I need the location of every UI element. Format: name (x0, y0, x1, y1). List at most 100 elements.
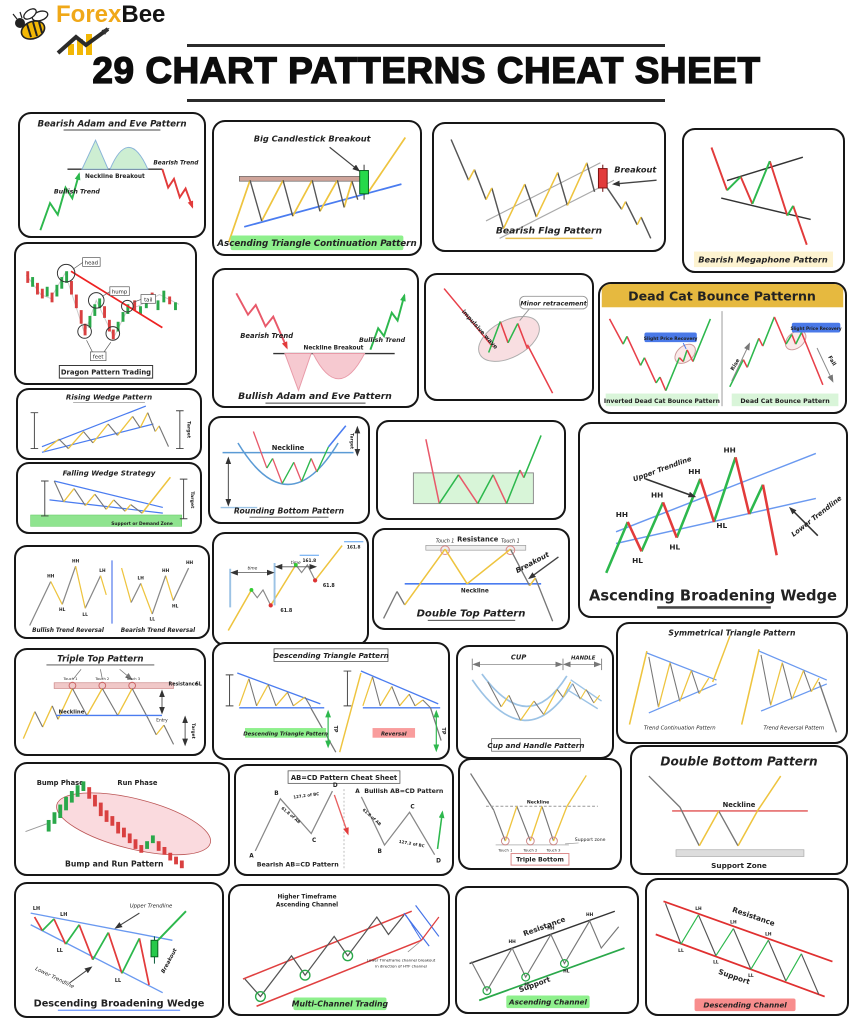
feet-label: feet (93, 355, 104, 361)
hl-label: HL (669, 542, 680, 551)
hl-label: HL (172, 603, 179, 609)
touch2-label: Touch 2 (522, 849, 537, 853)
target-label: Target (189, 491, 195, 509)
bullish-reversal-title: Bullish Trend Reversal (32, 628, 105, 634)
bearish-reversal-title: Bearish Trend Reversal (121, 628, 196, 634)
hh-label: HH (186, 560, 194, 566)
panel-ascending-triangle: Big Candlestick Breakout Ascending Trian… (212, 120, 422, 256)
panel-bullish-adam-eve: Bearish Trend Neckline Breakout Bullish … (212, 268, 419, 408)
bullish-trend-label: Bullish Trend (359, 337, 406, 344)
panel-dead-cat-bounce: Dead Cat Bounce Patternn Slight Price Re… (598, 282, 847, 414)
point-c-label: C (410, 804, 414, 810)
panel-title: Ascending Triangle Continuation Pattern (216, 239, 416, 249)
lower-trendline-label: Lower Trendline (34, 966, 75, 990)
fib-1618-label: 161.8 (302, 558, 316, 564)
logo-text-block: ForexBee (56, 3, 166, 61)
panel-bearish-megaphone: Bearish Megaphone Pattern (682, 128, 845, 273)
double-bottom-diagram: Double Bottom Pattern Neckline Support Z… (648, 754, 818, 870)
forexbee-logo: ForexBee (10, 3, 166, 61)
touch3-label: Touch 3 (125, 677, 141, 681)
title-rule-bottom (187, 99, 665, 102)
tp-label: TP (332, 726, 338, 733)
ltf-note-line2: in direction of HTF channel (375, 963, 427, 968)
time-label: time (291, 560, 301, 566)
panel-title: Bullish Adam and Eve Pattern (238, 391, 392, 402)
ll-label: LL (748, 973, 754, 979)
bearish-adam-eve-diagram: Bearish Adam and Eve Pattern Bullish Tre… (37, 120, 199, 231)
hl-label: HL (524, 982, 531, 988)
hl-label: HL (632, 556, 643, 565)
double-top-diagram: Touch 1 Touch 1 Resistance Neckline Brea… (382, 536, 559, 622)
ll-label: LL (713, 960, 719, 966)
hh-label: HH (586, 912, 594, 918)
touch1-label: Touch 1 (497, 849, 512, 853)
ascending-broadening-wedge-diagram: HH HH HH HH HL HL HL Upper Trendline Low… (589, 445, 844, 609)
point-b-label: B (377, 849, 381, 855)
hh-label: HH (162, 568, 170, 574)
handle-label: HANDLE (571, 656, 596, 662)
neckline-label: Neckline (461, 588, 489, 594)
continuation-label: Descending Triangle Pattern (243, 731, 328, 737)
sl-label: SL (195, 682, 202, 688)
panel-double-bottom: Double Bottom Pattern Neckline Support Z… (630, 745, 848, 875)
point-a-label: A (355, 789, 360, 795)
falling-wedge-diagram: Falling Wedge Strategy Target Support or… (30, 468, 195, 527)
ascending-channel-diagram: HH HH HH HL HL Resistance Support Ascend… (469, 910, 625, 1009)
rounding-bottom-diagram: Neckline Target Rounding Bottom Pattern (220, 425, 361, 518)
run-phase-label: Run Phase (117, 779, 157, 787)
bee-icon (12, 8, 49, 40)
hh-label: HH (72, 558, 80, 564)
hump-label: hump (112, 290, 128, 296)
fib-ab-label: 61.8 of AB (280, 806, 301, 825)
range-rectangle-diagram (412, 435, 542, 505)
fib-retracement-diagram: time time 61.8 61.8 161.8 161.8 (227, 541, 364, 631)
touch-label: Touch 1 (501, 538, 520, 544)
panel-double-top: Touch 1 Touch 1 Resistance Neckline Brea… (372, 528, 570, 630)
support-zone-label: Support Zone (711, 861, 767, 870)
neckline-breakout-label: Neckline Breakout (85, 174, 145, 180)
bump-phase-label: Bump Phase (37, 779, 84, 787)
panel-bump-and-run: Bump Phase Run Phase Bump and Run Patter… (14, 762, 230, 876)
panel-title: Rising Wedge Pattern (66, 392, 152, 401)
minor-retracement-callout: Minor retracement (520, 300, 587, 308)
trend-reversal-diagram: HH HH HL LL LH Bullish Trend Reversal LH… (29, 558, 196, 634)
dragon-pattern-diagram: head hump tail feet Dragon Pattern Tradi… (25, 257, 180, 379)
ltf-note-line1: Lower Timeframe channel breakout (367, 958, 436, 963)
panel-title: Ascending Channel (508, 998, 587, 1007)
fall-label: Fall (826, 355, 837, 367)
reversal-label: Trend Reversal Pattern (764, 725, 825, 731)
hh-label: HH (651, 490, 663, 499)
descending-channel-diagram: LH LH LH LL LL LL Resistance Support Des… (655, 900, 833, 1012)
hl-label: HL (716, 521, 727, 530)
bearish-abcd-title: Bearish AB=CD Pattern (257, 861, 339, 868)
header: ForexBee 29 CHART PATTERNS CHEAT SHEET (0, 0, 853, 108)
dead-cat-bounce-diagram: Dead Cat Bounce Patternn Slight Price Re… (601, 284, 844, 407)
panel-title: Dragon Pattern Trading (61, 369, 151, 377)
panel-bearish-flag: Breakout Bearish Flag Pattern (432, 122, 666, 252)
multi-channel-diagram: Higher Timeframe Ascending Channel Lower… (242, 895, 440, 1011)
target-label: Target (349, 433, 355, 449)
ll-label: LL (82, 612, 88, 618)
panel-minor-retracement: impulsive wave Minor retracement (424, 273, 594, 401)
neckline-label: Neckline (527, 799, 549, 805)
panel-trend-reversal-pair: HH HH HL LL LH Bullish Trend Reversal LH… (14, 545, 210, 639)
panel-abcd: AB=CD Pattern Cheat Sheet A B C D 61.8 o… (234, 764, 454, 876)
fib-bc-label: 127.2 of BC (398, 839, 425, 848)
lh-label: LH (695, 906, 702, 912)
target-label: Target (190, 723, 196, 739)
bump-run-candles (46, 781, 184, 869)
htf-label-line1: Higher Timeframe (277, 895, 336, 901)
ll-label: LL (115, 978, 121, 984)
support-label: Support (518, 974, 552, 994)
lh-label: LH (60, 912, 67, 918)
panel-title: Ascending Broadening Wedge (589, 587, 837, 604)
target-label: Target (185, 421, 191, 439)
minor-retracement-diagram: impulsive wave Minor retracement (443, 288, 588, 394)
resistance-label: Resistance (169, 682, 199, 688)
upper-trendline-label: Upper Trendline (130, 903, 173, 909)
panel-title: Descending Broadening Wedge (34, 998, 205, 1009)
panel-cup-and-handle: CUP HANDLE Cup and Handle Pattern (456, 645, 614, 759)
panel-fib-retracement: time time 61.8 61.8 161.8 161.8 (212, 532, 369, 646)
hh-label: HH (724, 445, 736, 454)
cup-label: CUP (511, 654, 526, 662)
